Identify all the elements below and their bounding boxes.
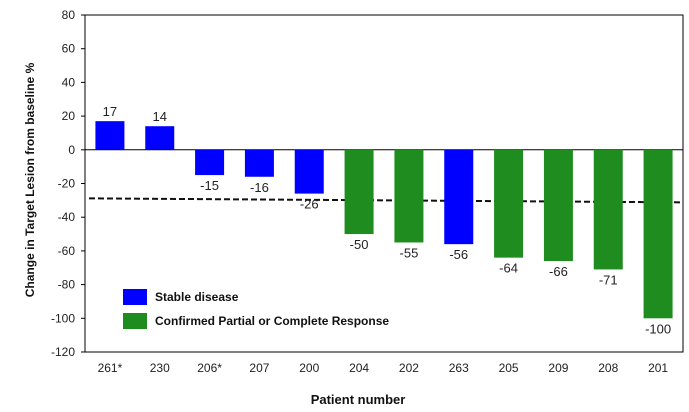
bar-value-label: -66 [549, 264, 568, 279]
y-tick-label: -20 [58, 177, 76, 191]
bar-value-label: -100 [645, 321, 671, 336]
reference-line-group [88, 197, 682, 204]
bar-value-label: -64 [499, 261, 518, 276]
x-tick-label: 205 [499, 361, 519, 375]
y-axis-title: Change in Target Lesion from baseline % [23, 62, 37, 297]
x-axis: 261* 230 206* 207 200 204 202 263 205 209 208 201 [98, 361, 669, 375]
x-tick-label: 207 [249, 361, 269, 375]
y-tick-label: 20 [62, 109, 76, 123]
bar [394, 149, 424, 243]
bars [95, 121, 673, 319]
bar [195, 149, 225, 176]
legend-label: Stable disease [155, 290, 239, 304]
bar [593, 149, 623, 270]
y-tick-label: -60 [58, 244, 76, 258]
bar [543, 149, 573, 262]
x-tick-label: 263 [449, 361, 469, 375]
x-tick-label: 230 [150, 361, 170, 375]
y-tick-label: -100 [51, 311, 75, 325]
legend-swatch [123, 313, 147, 329]
bar-value-label: -16 [250, 180, 269, 195]
bar-value-label: -50 [350, 237, 369, 252]
x-tick-label: 202 [399, 361, 419, 375]
y-axis: 80 60 40 20 0 -20 -40 -60 -80 -100 -120 [51, 8, 85, 359]
y-tick-label: 80 [62, 8, 76, 22]
bar-value-label: -15 [200, 178, 219, 193]
reference-line [88, 197, 682, 204]
bar-value-labels: 17 14 -15 -16 -26 -50 -55 -56 -64 -66 -71 -100 [103, 104, 671, 336]
x-axis-title: Patient number [311, 392, 406, 407]
x-tick-label: 204 [349, 361, 369, 375]
bar-value-label: 17 [103, 104, 117, 119]
bar [95, 121, 125, 150]
x-tick-label: 201 [648, 361, 668, 375]
bar-value-label: -56 [449, 247, 468, 262]
bar [494, 149, 524, 258]
bar [244, 149, 274, 177]
bar [444, 149, 474, 245]
bar-value-label: -71 [599, 272, 618, 287]
bar [344, 149, 374, 235]
bar [294, 149, 324, 194]
y-tick-label: 40 [62, 75, 76, 89]
y-tick-label: -120 [51, 345, 75, 359]
x-tick-label: 200 [299, 361, 319, 375]
y-tick-label: 0 [68, 143, 75, 157]
bar-value-label: -26 [300, 197, 319, 212]
legend-swatch [123, 289, 147, 305]
y-tick-label: -40 [58, 210, 76, 224]
y-tick-label: 60 [62, 42, 76, 56]
x-tick-label: 209 [548, 361, 568, 375]
x-tick-label: 261* [98, 361, 123, 375]
bar-value-label: -55 [400, 245, 419, 260]
bar [145, 126, 175, 150]
bar [643, 149, 673, 319]
bar-value-label: 14 [153, 109, 167, 124]
legend-label: Confirmed Partial or Complete Response [155, 314, 389, 328]
x-tick-label: 206* [197, 361, 222, 375]
y-tick-label: -80 [58, 278, 76, 292]
legend: Stable disease Confirmed Partial or Compl… [123, 289, 389, 329]
x-tick-label: 208 [598, 361, 618, 375]
